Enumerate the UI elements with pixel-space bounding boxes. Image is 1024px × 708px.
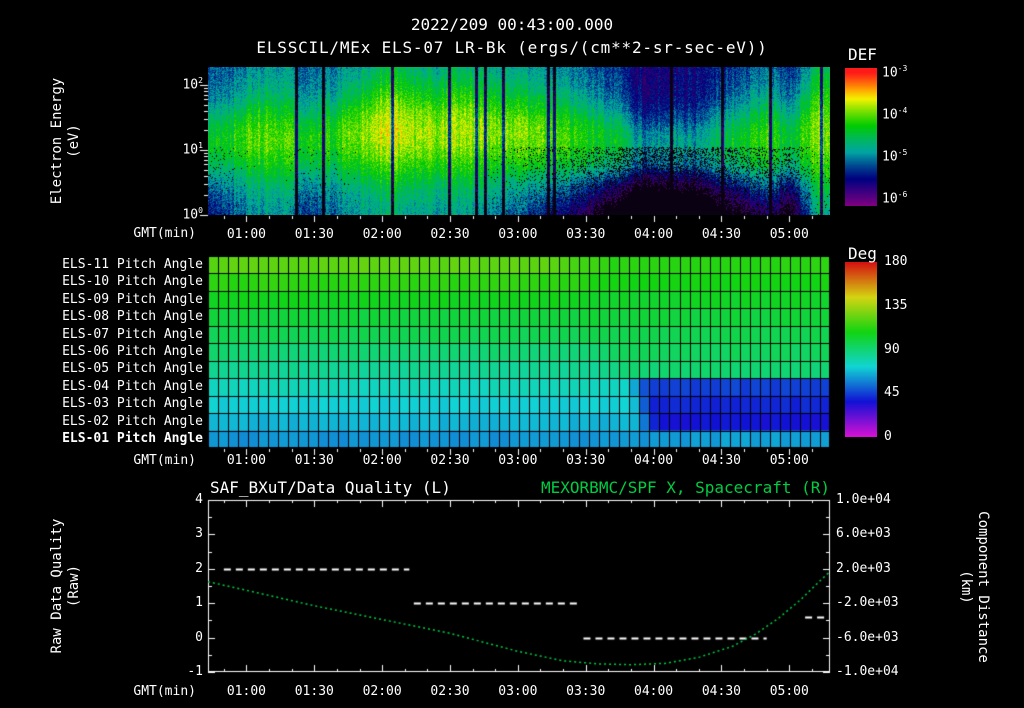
page-title: 2022/209 00:43:00.000 — [410, 15, 614, 34]
pitch-angle-heatmap — [208, 256, 830, 448]
deg-colorbar-tick-label: 0 — [884, 429, 892, 444]
def-colorbar-tick-label: 10-4 — [882, 106, 908, 123]
pitch-row-label: ELS-04 Pitch Angle — [62, 378, 203, 394]
time-tick-label: 01:30 — [294, 684, 334, 699]
time-tick-label: 02:30 — [430, 684, 470, 699]
bottom-left-axis-title-line1: Raw Data Quality — [49, 518, 65, 654]
right-axis-tick-label: -2.0e+03 — [836, 595, 899, 611]
time-tick-label: 02:00 — [362, 227, 402, 242]
time-tick-label: 04:30 — [701, 453, 741, 468]
bottom-left-axis-title: Raw Data Quality (Raw) — [49, 486, 83, 686]
deg-colorbar-title: Deg — [848, 244, 877, 263]
bottom-right-axis-title-line1: Component Distance — [975, 511, 991, 663]
def-colorbar-tick-label: 10-3 — [882, 64, 908, 81]
electron-energy-spectrogram — [208, 67, 830, 215]
time-tick-label: 03:00 — [498, 453, 538, 468]
spectrogram-y-axis-title-line1: Electron Energy — [49, 77, 65, 205]
time-tick-label: 03:30 — [566, 227, 606, 242]
left-axis-tick-label: -1 — [187, 664, 203, 679]
gmt-axis-caption-3: GMT(min) — [133, 684, 196, 699]
pitch-row-label: ELS-09 Pitch Angle — [62, 291, 203, 307]
pitch-row-label: ELS-06 Pitch Angle — [62, 344, 203, 359]
pitch-row-label: ELS-10 Pitch Angle — [62, 274, 203, 290]
time-tick-label: 02:30 — [430, 453, 470, 468]
bottom-title-left: SAF_BXuT/Data Quality (L) — [210, 478, 451, 497]
time-tick-label: 03:00 — [498, 684, 538, 699]
spectrogram-y-axis-title: Electron Energy (eV) — [49, 41, 83, 241]
left-axis-tick-label: 2 — [195, 560, 203, 576]
pitch-row-label: ELS-11 Pitch Angle — [62, 256, 203, 272]
deg-colorbar-tick-label: 45 — [884, 385, 900, 401]
pitch-row-label: ELS-07 Pitch Angle — [62, 326, 203, 342]
spectrogram-y-axis-title-line2: (eV) — [66, 124, 82, 158]
time-tick-label: 04:00 — [634, 684, 674, 699]
page-subtitle: ELSSCIL/MEx ELS-07 LR-Bk (ergs/(cm**2-sr… — [256, 38, 768, 57]
right-axis-tick-label: 2.0e+03 — [836, 560, 891, 576]
pitch-row-label: ELS-08 Pitch Angle — [62, 309, 203, 325]
time-tick-label: 04:00 — [634, 227, 674, 242]
right-axis-tick-label: -1.0e+04 — [836, 664, 899, 679]
deg-colorbar-tick-label: 180 — [884, 254, 908, 269]
pitch-row-label: ELS-01 Pitch Angle — [62, 431, 203, 447]
time-tick-label: 01:30 — [294, 453, 334, 468]
time-tick-label: 02:30 — [430, 227, 470, 242]
time-tick-label: 02:00 — [362, 453, 402, 468]
time-tick-label: 01:00 — [226, 227, 266, 242]
energy-tick-label: 101 — [182, 141, 203, 158]
energy-tick-label: 102 — [182, 76, 203, 93]
left-axis-tick-label: 3 — [195, 526, 203, 542]
bottom-title-right: MEXORBMC/SPF X, Spacecraft (R) — [541, 478, 830, 497]
bottom-right-axis-title: Component Distance (km) — [957, 467, 991, 707]
time-tick-label: 04:30 — [701, 227, 741, 242]
gmt-axis-caption-2: GMT(min) — [133, 453, 196, 468]
right-axis-tick-label: 6.0e+03 — [836, 526, 891, 542]
gmt-axis-caption-1: GMT(min) — [133, 226, 196, 241]
time-tick-label: 01:00 — [226, 684, 266, 699]
deg-colorbar — [845, 262, 877, 437]
time-tick-label: 05:00 — [769, 684, 809, 699]
energy-tick-label: 100 — [182, 206, 203, 223]
def-colorbar — [845, 68, 877, 206]
left-axis-tick-label: 1 — [195, 595, 203, 611]
time-tick-label: 02:00 — [362, 684, 402, 699]
def-colorbar-title: DEF — [848, 45, 877, 64]
def-colorbar-tick-label: 10-5 — [882, 148, 908, 165]
time-tick-label: 05:00 — [769, 227, 809, 242]
time-tick-label: 03:30 — [566, 453, 606, 468]
def-colorbar-tick-label: 10-6 — [882, 190, 908, 207]
deg-colorbar-tick-label: 135 — [884, 297, 908, 313]
time-tick-label: 05:00 — [769, 453, 809, 468]
bottom-left-axis-title-line2: (Raw) — [66, 564, 82, 608]
time-tick-label: 03:00 — [498, 227, 538, 242]
time-tick-label: 01:30 — [294, 227, 334, 242]
pitch-row-label: ELS-02 Pitch Angle — [62, 413, 203, 429]
time-tick-label: 01:00 — [226, 453, 266, 468]
left-axis-tick-label: 0 — [195, 629, 203, 645]
pitch-row-label: ELS-03 Pitch Angle — [62, 396, 203, 412]
bottom-right-axis-title-line2: (km) — [958, 570, 974, 604]
pitch-row-label: ELS-05 Pitch Angle — [62, 361, 203, 377]
left-axis-tick-label: 4 — [195, 492, 203, 507]
time-tick-label: 04:00 — [634, 453, 674, 468]
right-axis-tick-label: -6.0e+03 — [836, 629, 899, 645]
time-tick-label: 03:30 — [566, 684, 606, 699]
right-axis-tick-label: 1.0e+04 — [836, 492, 891, 507]
deg-colorbar-tick-label: 90 — [884, 341, 900, 357]
time-tick-label: 04:30 — [701, 684, 741, 699]
